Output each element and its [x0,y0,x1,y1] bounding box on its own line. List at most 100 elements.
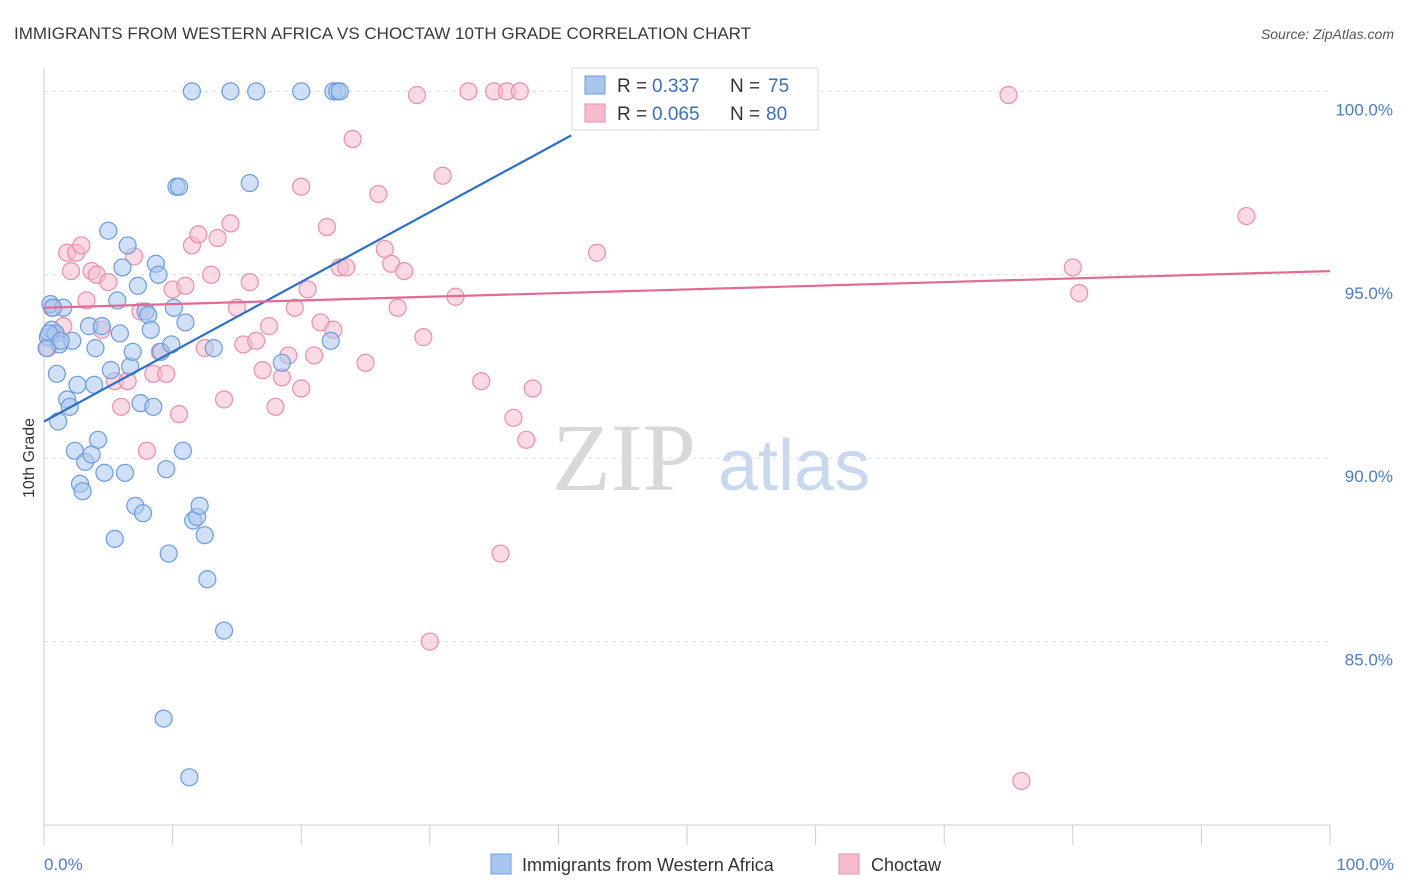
pink-point-42 [292,379,311,398]
blue-point-66 [330,82,349,101]
legend-n-value-1: 75 [768,76,789,97]
blue-point-59 [204,339,223,358]
grid-lines [44,90,1330,643]
legend: R = 0.337 N = 75 R = 0.065 N = 80 [571,67,819,131]
pink-point-70 [523,379,542,398]
pink-point-31 [221,214,240,233]
pink-point-71 [587,243,607,262]
pink-point-76 [1063,258,1082,277]
blue-point-23 [99,221,118,240]
pink-point-30 [214,390,234,409]
blue-point-28 [113,258,132,277]
pink-point-50 [343,129,362,149]
blue-point-61 [240,173,259,193]
pink-point-21 [157,364,176,383]
pink-point-74 [999,85,1018,105]
blue-point-60 [214,621,234,640]
legend-n-label-1: N = [730,76,760,97]
legend-swatch-pink [584,103,606,123]
pink-point-34 [240,272,259,292]
blue-point-45 [157,460,176,479]
blue-point-5 [49,412,68,431]
pink-point-75 [1012,771,1031,791]
pink-point-41 [285,298,304,317]
y-tick-label-1: 95.0% [1345,284,1393,303]
blue-point-72 [321,331,340,350]
pink-trend-line [43,269,1331,309]
pink-point-24 [176,276,195,295]
blue-point-42 [149,265,168,284]
pink-point-60 [433,166,452,185]
pink-point-7 [72,236,91,255]
tick-labels: 100.0% 95.0% 90.0% 85.0% 0.0% 100.0% [44,100,1394,874]
legend-r-value-2: 0.065 [652,104,700,125]
blue-point-19 [86,339,105,358]
pink-point-14 [112,397,131,416]
legend-r-label-2: R = [617,104,647,125]
y-axis-label: 10th Grade [21,418,38,498]
blue-point-57 [195,526,214,545]
bottom-legend-swatch-pink [838,853,860,875]
y-tick-label-3: 85.0% [1345,651,1393,670]
chart-title: IMMIGRANTS FROM WESTERN AFRICA VS CHOCTA… [14,24,751,43]
pink-point-62 [459,82,478,101]
watermark-atlas: atlas [718,426,870,506]
chart-source: Source: ZipAtlas.com [1261,26,1394,42]
pink-point-79 [292,177,311,196]
blue-point-29 [115,463,135,482]
y-tick-label-2: 90.0% [1345,467,1393,486]
legend-n-label-2: N = [730,104,760,125]
pink-point-56 [394,261,414,281]
blue-point-21 [92,317,111,336]
blue-point-24 [101,361,120,380]
pink-point-57 [407,85,427,105]
pink-point-44 [304,346,324,365]
pink-point-29 [208,228,227,248]
watermark: ZIP atlas [552,404,870,511]
blue-point-69 [247,82,266,101]
blue-point-46 [159,544,178,563]
blue-point-12 [68,375,87,394]
blue-point-27 [110,324,129,343]
blue-point-68 [221,82,240,101]
blue-point-44 [154,709,173,728]
blue-point-58 [198,570,217,589]
axes [43,68,1331,845]
pink-point-38 [266,397,285,416]
legend-swatch-blue [584,75,606,95]
blue-point-25 [105,529,124,548]
blue-point-14 [73,482,92,501]
pink-point-37 [259,317,279,336]
blue-point-22 [95,463,114,482]
pink-point-12 [99,272,118,292]
y-tick-label-0: 100.0% [1335,100,1393,119]
pink-point-59 [420,632,439,651]
pink-point-77 [1070,284,1089,303]
pink-point-68 [510,82,529,101]
blue-point-39 [141,320,160,339]
pink-point-49 [337,258,356,277]
bottom-legend-swatch-blue [490,853,512,875]
blue-point-53 [180,768,199,787]
trend-lines [43,134,1331,423]
pink-point-63 [472,372,491,391]
pink-point-5 [61,261,81,281]
blue-point-20 [88,430,108,449]
pink-point-52 [369,184,388,204]
bottom-legend: Immigrants from Western Africa Choctaw [490,853,942,875]
pink-point-69 [517,430,536,449]
blue-point-50 [169,177,189,196]
watermark-zip: ZIP [552,404,696,511]
blue-trend-line [43,134,572,423]
legend-box [571,67,819,131]
pink-point-8 [77,291,96,310]
legend-r-label-1: R = [617,76,647,97]
blue-point-67 [182,82,201,101]
blue-point-34 [128,276,147,295]
blue-point-32 [123,342,142,361]
pink-point-28 [202,265,221,284]
pink-point-51 [356,353,375,372]
bottom-legend-label-pink: Choctaw [871,855,942,875]
blue-point-36 [133,504,153,523]
